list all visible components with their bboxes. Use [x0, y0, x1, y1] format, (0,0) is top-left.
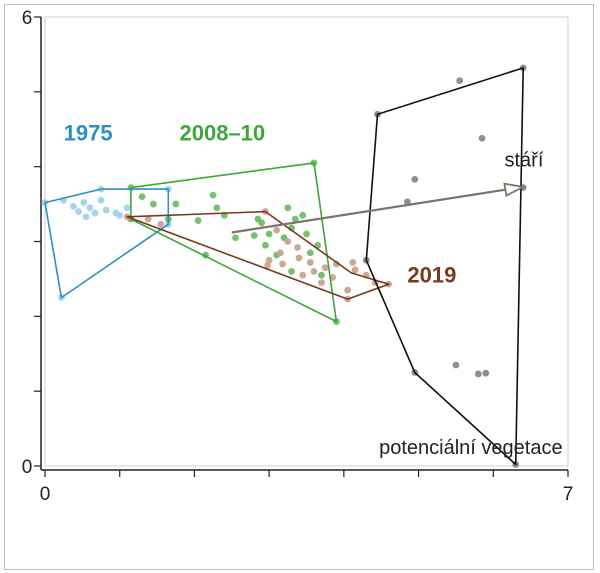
data-point: [232, 234, 239, 242]
data-point: [258, 219, 266, 227]
data-point: [299, 271, 307, 279]
data-point: [291, 215, 299, 223]
data-point: [138, 193, 146, 201]
data-point: [349, 259, 357, 266]
data-point: [157, 220, 165, 228]
annotation-label: potenciální vegetace: [379, 437, 562, 459]
data-point: [344, 286, 351, 294]
data-point: [149, 200, 157, 208]
data-point: [303, 230, 310, 238]
data-point: [411, 175, 419, 183]
data-point: [306, 249, 314, 257]
age-arrow-shaft: [231, 188, 506, 234]
data-point: [91, 209, 99, 217]
data-point: [351, 266, 359, 274]
data-point: [264, 262, 272, 269]
data-point: [273, 226, 281, 234]
x-tick-label: 0: [40, 484, 51, 505]
data-point: [294, 244, 301, 251]
annotation-label: 2008–10: [179, 120, 265, 145]
hull-1975: [44, 188, 170, 299]
data-point: [310, 268, 318, 275]
data-point: [213, 204, 221, 212]
data-point: [452, 361, 460, 369]
y-tick-label: 6: [22, 8, 33, 29]
y-tick-label: 0: [22, 457, 33, 478]
data-point: [318, 271, 325, 279]
data-point: [209, 191, 217, 199]
data-point: [321, 264, 329, 272]
data-point: [306, 259, 314, 266]
data-point: [403, 198, 411, 206]
plot-border: [44, 16, 569, 467]
data-point: [194, 217, 202, 224]
data-point: [299, 211, 307, 219]
data-point: [82, 213, 90, 221]
data-point: [144, 215, 152, 223]
data-point: [474, 370, 482, 378]
data-point: [276, 249, 284, 257]
age-arrow-head: [503, 182, 526, 197]
data-point: [478, 134, 486, 142]
data-point: [279, 260, 286, 268]
data-point: [262, 241, 269, 249]
data-point: [97, 196, 105, 204]
data-point: [75, 208, 83, 215]
figure-frame: [4, 4, 594, 570]
data-point: [482, 369, 490, 377]
data-point: [80, 199, 88, 206]
data-point: [284, 238, 292, 245]
data-point: [69, 202, 77, 210]
annotation-label: 1975: [64, 120, 113, 145]
data-point: [284, 204, 292, 212]
x-tick-label: 7: [563, 484, 574, 505]
data-point: [116, 211, 124, 219]
hull-potential-vegetation: [365, 67, 525, 466]
data-point: [123, 204, 131, 212]
data-point: [288, 268, 295, 275]
data-point: [332, 260, 340, 268]
data-point: [295, 254, 303, 262]
data-point: [456, 77, 464, 85]
data-point: [250, 232, 258, 239]
data-point: [265, 256, 273, 264]
data-point: [86, 204, 94, 212]
data-point: [318, 279, 325, 287]
data-point: [172, 200, 180, 208]
hull-200810: [130, 162, 338, 323]
data-point: [102, 206, 110, 214]
annotation-label: 2019: [407, 263, 456, 288]
data-point: [265, 230, 273, 238]
hull-2019: [126, 210, 390, 300]
annotation-label: stáří: [504, 150, 543, 172]
